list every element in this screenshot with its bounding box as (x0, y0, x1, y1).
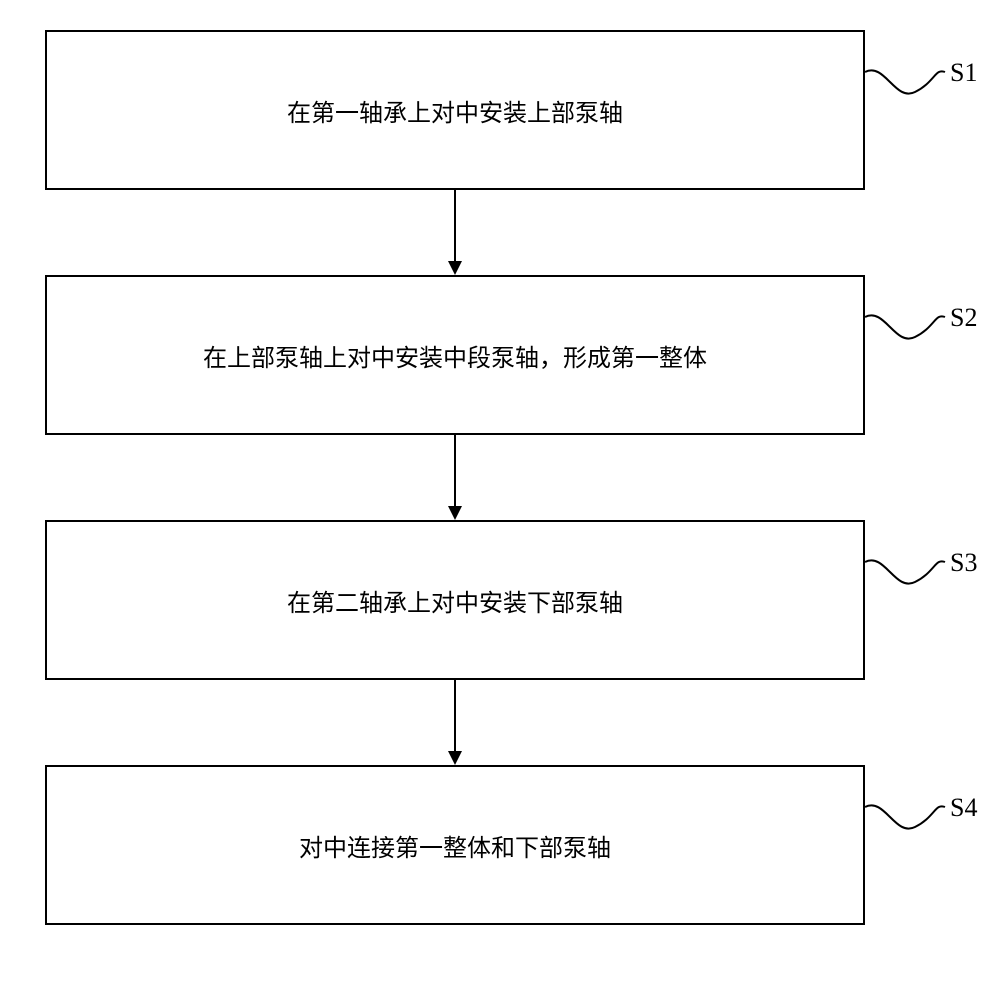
flowchart-canvas: 在第一轴承上对中安装上部泵轴 在上部泵轴上对中安装中段泵轴，形成第一整体 在第二… (0, 0, 1000, 985)
leader-s4 (0, 0, 1000, 985)
